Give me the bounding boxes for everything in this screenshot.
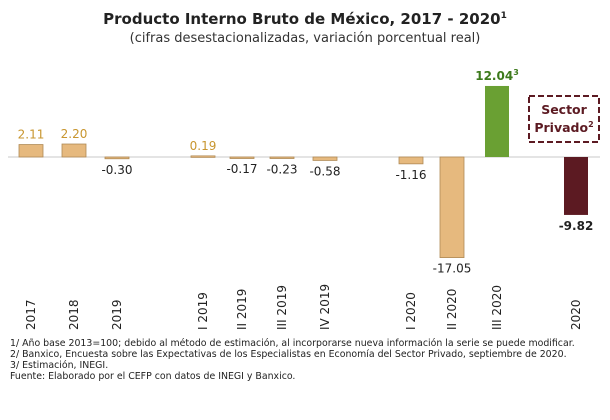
bar: [398, 156, 424, 165]
annotation-box: [528, 95, 600, 143]
x-tick-label: 2017: [24, 299, 38, 330]
data-label: -1.16: [395, 168, 426, 182]
annotation-line-1: Sector: [541, 102, 587, 117]
x-tick-label: I 2020: [404, 292, 418, 330]
data-label: 2.20: [61, 127, 88, 141]
x-tick-label: II 2020: [445, 289, 459, 330]
x-tick-label: 2019: [110, 299, 124, 330]
bar: [190, 155, 216, 158]
footnote-1: 1/ Año base 2013=100; debido al método d…: [10, 338, 575, 349]
data-label: 2.11: [18, 128, 45, 142]
bar: [104, 156, 130, 160]
data-label: 0.19: [190, 139, 217, 153]
x-tick-label: IV 2019: [318, 284, 332, 330]
x-tick-label: 2018: [67, 299, 81, 330]
data-label: -0.58: [309, 164, 340, 178]
footnote-3: 3/ Estimación, INEGI.: [10, 360, 109, 371]
x-tick-label: II 2019: [235, 289, 249, 330]
bar: [18, 144, 44, 158]
source-note: Fuente: Elaborado por el CEFP con datos …: [10, 371, 296, 382]
x-tick-label: III 2019: [275, 285, 289, 330]
data-label: -0.17: [226, 162, 257, 176]
bar: [312, 156, 338, 161]
x-tick-label: III 2020: [490, 285, 504, 330]
bar: [485, 85, 509, 157]
bar: [269, 156, 295, 159]
data-label: 12.043: [475, 68, 519, 83]
annotation-line-2: Privado2: [534, 120, 593, 135]
bar: [229, 156, 255, 159]
x-tick-label: I 2019: [196, 292, 210, 330]
data-label: -9.82: [559, 219, 594, 233]
x-tick-label: 2020: [569, 299, 583, 330]
bar-chart: 2.11 2017 2.20 2018 -0.30 2019 0.19 I 2019 -0.17…: [8, 68, 600, 330]
bar: [439, 156, 465, 258]
footnote-2: 2/ Banxico, Encuesta sobre las Expectati…: [10, 349, 567, 360]
data-label: -0.30: [101, 163, 132, 177]
chart-title: Producto Interno Bruto de México, 2017 -…: [103, 10, 507, 28]
bar: [564, 157, 588, 215]
chart-subtitle: (cifras desestacionalizadas, variación p…: [129, 31, 481, 46]
bar: [61, 143, 87, 158]
data-label: -17.05: [433, 262, 472, 276]
footnotes: 1/ Año base 2013=100; debido al método d…: [10, 338, 605, 382]
data-label: -0.23: [266, 162, 297, 176]
